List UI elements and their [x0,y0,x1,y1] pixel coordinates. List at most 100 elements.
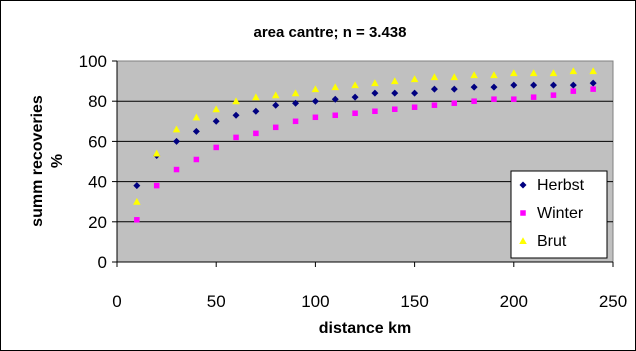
point-brut-60 [232,97,240,105]
point-herbst-60 [232,111,240,119]
legend-marker-herbst [519,181,527,189]
point-winter-180 [471,98,477,104]
point-herbst-10 [133,182,141,190]
tick-labels: 0 20 40 60 80 100 0 50 100 150 200 250 [79,52,628,311]
tick-label-x-250: 250 [599,292,627,311]
point-herbst-180 [470,83,478,91]
point-brut-70 [252,93,260,101]
tick-label-y-80: 80 [88,92,107,111]
tick-label-x-200: 200 [500,292,528,311]
point-herbst-80 [272,101,280,109]
point-brut-170 [450,73,459,81]
legend: Herbst Winter Brut [510,170,608,259]
point-herbst-200 [510,81,518,89]
point-winter-20 [153,182,160,189]
point-winter-10 [134,217,140,223]
point-brut-150 [410,75,419,83]
point-herbst-100 [311,97,319,105]
point-winter-40 [193,156,200,163]
tick-label-y-40: 40 [88,173,107,192]
point-winter-230 [570,88,577,94]
point-winter-240 [590,86,596,92]
legend-label-herbst: Herbst [537,177,585,194]
point-winter-80 [272,124,279,131]
y-axis-title-line-1: summ recoveries [29,95,46,227]
tick-label-y-0: 0 [98,253,107,272]
point-winter-50 [213,144,219,151]
point-winter-90 [292,118,299,125]
tick-label-y-100: 100 [79,52,107,71]
point-winter-170 [451,100,458,106]
tick-label-x-0: 0 [112,292,121,311]
point-brut-110 [331,83,340,91]
point-herbst-170 [450,85,458,93]
point-winter-30 [173,166,180,173]
point-herbst-90 [292,99,300,107]
point-brut-210 [529,69,538,77]
series-winter [134,86,596,223]
tick-label-y-20: 20 [88,213,107,232]
point-herbst-140 [391,89,399,97]
point-brut-140 [390,77,399,85]
point-brut-240 [589,67,597,75]
tick-label-x-50: 50 [207,292,226,311]
point-winter-210 [530,94,537,100]
point-brut-130 [371,79,379,87]
point-brut-50 [212,105,220,113]
x-axis-title: distance km [319,320,411,337]
chart-title: area cantre; n = 3.438 [253,24,406,41]
point-winter-150 [411,104,418,110]
point-brut-30 [172,125,181,133]
point-winter-130 [372,108,378,114]
point-herbst-190 [490,83,498,91]
point-brut-80 [271,91,280,99]
point-brut-160 [430,73,439,81]
point-brut-90 [291,89,300,97]
point-brut-10 [133,197,141,205]
point-herbst-40 [192,127,200,135]
legend-box [510,170,608,259]
tick-label-x-150: 150 [400,292,428,311]
legend-marker-winter [520,210,526,216]
series-brut [133,67,597,205]
legend-label-brut: Brut [537,233,567,250]
point-brut-100 [311,85,320,93]
point-winter-160 [431,102,438,108]
point-herbst-150 [411,89,419,97]
point-herbst-110 [331,95,339,103]
tick-label-x-100: 100 [301,292,329,311]
y-axis-title-line-2: % [49,154,66,168]
point-herbst-50 [212,117,220,125]
point-winter-110 [332,112,338,119]
series-herbst [133,79,597,190]
point-winter-70 [253,130,259,137]
point-herbst-160 [430,85,438,93]
point-brut-220 [549,69,558,77]
point-herbst-210 [530,81,538,89]
point-winter-60 [233,134,239,141]
legend-label-winter: Winter [537,205,584,222]
point-herbst-120 [351,93,359,101]
point-herbst-230 [569,81,577,89]
point-herbst-220 [549,81,557,89]
point-brut-20 [152,149,161,157]
point-brut-190 [490,71,498,79]
y-axis-title: summ recoveries % [29,95,66,227]
point-brut-120 [351,81,359,89]
point-winter-140 [392,106,398,112]
point-herbst-30 [173,137,181,145]
point-herbst-70 [252,107,260,115]
point-herbst-240 [589,79,597,87]
point-winter-190 [491,96,497,102]
point-winter-220 [550,92,557,98]
point-winter-100 [312,114,319,121]
axes [112,60,614,267]
data-series [133,67,597,223]
point-brut-230 [569,67,578,75]
point-brut-40 [192,113,201,121]
point-brut-200 [510,69,518,77]
gridlines [117,100,613,223]
point-brut-180 [470,71,478,79]
